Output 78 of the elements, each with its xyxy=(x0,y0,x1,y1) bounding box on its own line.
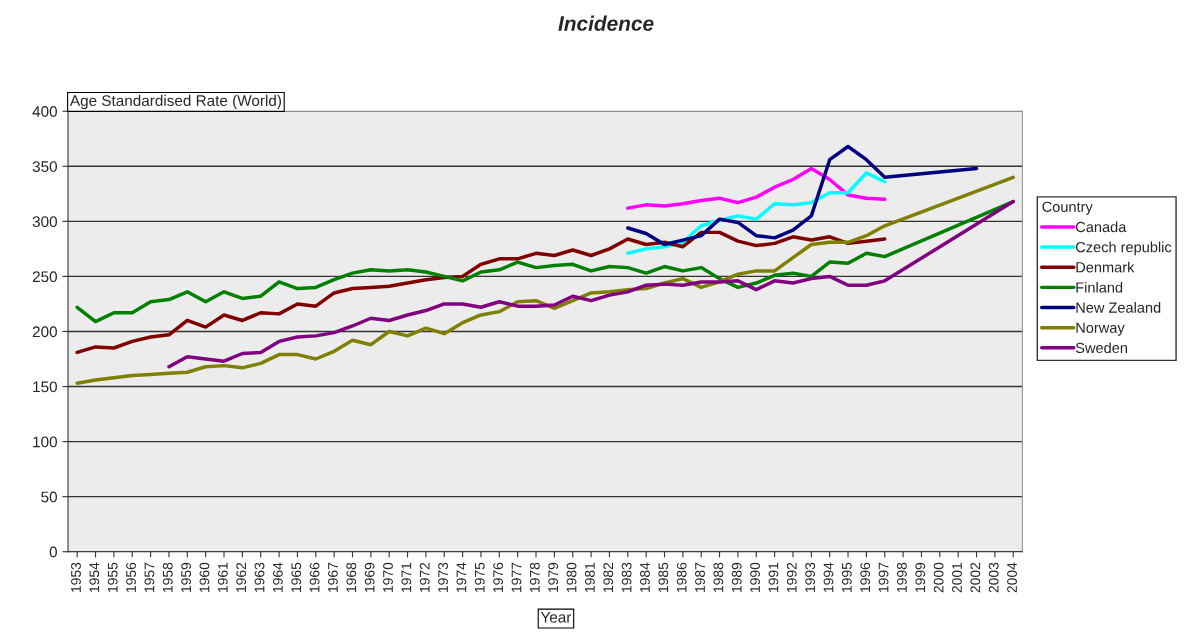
legend-label: Norway xyxy=(1076,322,1125,336)
y-axis-title: Age Standardised Rate (World) xyxy=(69,94,281,110)
y-tick-label: 400 xyxy=(32,106,57,117)
line-series xyxy=(75,199,1015,324)
x-tick-label: 1987 xyxy=(695,562,705,592)
x-tick-label: 1959 xyxy=(181,562,192,592)
y-tick-label: 300 xyxy=(32,216,57,228)
x-tick-label: 1976 xyxy=(493,562,504,592)
x-tick-label: 2004 xyxy=(1007,562,1017,593)
line-series xyxy=(75,175,1015,385)
x-tick-label: 2002 xyxy=(970,562,981,593)
x-tick-label: 1958 xyxy=(162,562,173,592)
x-tick-label: 1957 xyxy=(144,562,155,592)
x-tick-label: 1994 xyxy=(823,562,834,592)
chart-title: Incidence xyxy=(558,15,654,31)
x-tick-label: 1953 xyxy=(71,562,81,592)
x-tick-label: 1960 xyxy=(199,562,210,592)
x-tick-label: 1989 xyxy=(731,562,742,592)
x-tick-label: 1977 xyxy=(511,562,522,592)
x-tick-label: 1975 xyxy=(474,562,485,592)
legend-label: New Zealand xyxy=(1076,302,1161,313)
x-tick-label: 1984 xyxy=(640,562,650,592)
x-tick-label: 1971 xyxy=(401,562,412,592)
x-tick-label: 1998 xyxy=(896,562,907,592)
y-tick-label: 50 xyxy=(41,491,57,503)
legend-title: Country xyxy=(1042,201,1093,215)
x-tick-label: 1991 xyxy=(768,562,779,592)
line-series xyxy=(75,230,887,355)
x-tick-label: 1956 xyxy=(126,562,136,592)
x-tick-label: 1978 xyxy=(529,562,540,592)
x-tick-label: 1996 xyxy=(860,562,871,592)
x-tick-label: 1995 xyxy=(841,562,852,592)
line-series xyxy=(167,199,1015,369)
x-tick-label: 1990 xyxy=(750,562,760,592)
x-tick-label: 1982 xyxy=(603,562,614,592)
legend-label: Canada xyxy=(1075,221,1127,233)
x-tick-label: 1962 xyxy=(236,562,247,592)
y-tick-label: 200 xyxy=(32,326,57,338)
x-tick-label: 1973 xyxy=(438,562,448,592)
x-tick-label: 1985 xyxy=(658,562,669,592)
x-tick-label: 1997 xyxy=(878,562,889,592)
x-tick-label: 1980 xyxy=(566,562,577,592)
x-axis-title: Year xyxy=(540,612,572,623)
x-tick-label: 1965 xyxy=(291,562,302,592)
x-tick-label: 1986 xyxy=(676,562,687,592)
line-series xyxy=(626,166,887,210)
x-tick-label: 1974 xyxy=(456,562,467,592)
x-tick-label: 1966 xyxy=(309,562,320,592)
legend-label: Denmark xyxy=(1076,261,1135,273)
x-tick-label: 1970 xyxy=(383,562,393,592)
x-tick-label: 1955 xyxy=(107,562,118,592)
legend-label: Sweden xyxy=(1075,342,1127,354)
y-tick-label: 0 xyxy=(49,546,57,558)
x-tick-label: 1983 xyxy=(621,562,632,592)
x-tick-label: 2000 xyxy=(933,562,944,593)
y-tick-label: 350 xyxy=(32,161,57,172)
x-tick-label: 1968 xyxy=(346,562,357,592)
x-tick-label: 1979 xyxy=(548,562,559,592)
x-tick-label: 1967 xyxy=(328,562,338,592)
x-tick-label: 1972 xyxy=(419,562,430,592)
line-series xyxy=(626,144,979,247)
x-tick-label: 1954 xyxy=(89,562,100,592)
x-tick-label: 1964 xyxy=(272,562,283,592)
x-tick-label: 1993 xyxy=(805,562,816,592)
x-tick-label: 1999 xyxy=(915,562,926,592)
legend-label: Czech republic xyxy=(1075,241,1172,256)
x-tick-label: 1988 xyxy=(713,562,724,592)
x-tick-label: 1981 xyxy=(584,562,595,592)
x-tick-label: 1969 xyxy=(364,562,375,592)
y-tick-label: 150 xyxy=(33,381,57,393)
x-tick-label: 1963 xyxy=(254,562,265,592)
x-tick-label: 2001 xyxy=(952,562,962,593)
x-tick-label: 1961 xyxy=(217,562,228,592)
y-tick-label: 250 xyxy=(32,271,57,283)
legend-label: Finland xyxy=(1076,281,1123,293)
x-tick-label: 2003 xyxy=(988,562,999,593)
x-tick-label: 1992 xyxy=(786,562,797,592)
y-tick-label: 100 xyxy=(33,436,57,448)
